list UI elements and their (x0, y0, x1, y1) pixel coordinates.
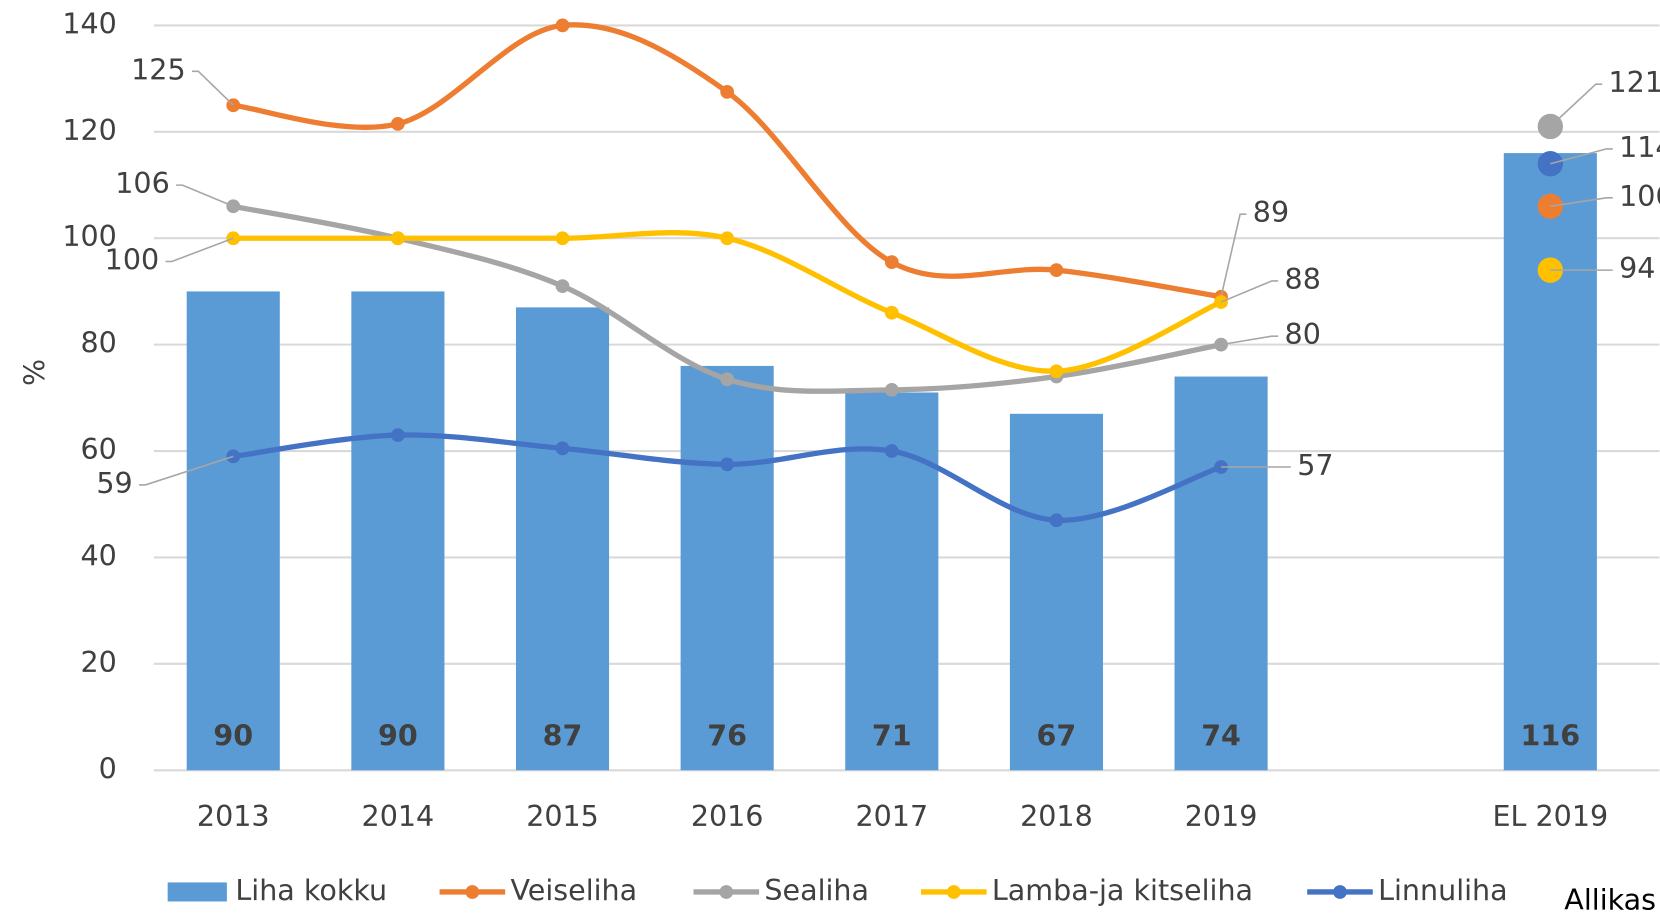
point (391, 116, 405, 131)
x-tick-label: EL 2019 (1492, 799, 1608, 833)
point (391, 428, 405, 442)
point (1049, 263, 1064, 278)
data-label: 100 (105, 242, 160, 276)
point (391, 231, 405, 246)
x-tick-label: 2014 (362, 799, 435, 833)
point (720, 457, 735, 472)
x-tick-label: 2017 (855, 799, 928, 833)
data-label: 114 (1619, 130, 1660, 164)
bar-value-label: 74 (1201, 718, 1241, 752)
leader-line (165, 237, 234, 263)
data-label: 106 (115, 166, 169, 200)
y-tick-label: 100 (62, 219, 116, 253)
data-label: 89 (1253, 195, 1289, 229)
y-tick-label: 60 (81, 432, 117, 466)
legend-label: Linnuliha (1378, 873, 1508, 907)
leader-line (1549, 83, 1603, 128)
bar (680, 365, 774, 771)
bar-value-label: 71 (872, 718, 912, 752)
point (720, 85, 735, 99)
data-label: 59 (96, 466, 132, 500)
bar (1503, 153, 1597, 771)
y-tick-label: 0 (99, 751, 117, 785)
point (884, 255, 899, 270)
point (720, 231, 735, 246)
point (555, 18, 570, 33)
leader-line (1220, 213, 1247, 297)
bar-value-label: 87 (543, 718, 583, 752)
leader-line (191, 70, 234, 106)
legend-marker (1333, 885, 1347, 899)
data-label: 121 (1609, 65, 1660, 99)
leader-line (1550, 148, 1613, 165)
data-label: 88 (1285, 262, 1321, 296)
x-tick-label: 2013 (197, 799, 270, 833)
legend-label: Lamba-ja kitseliha (992, 873, 1253, 907)
y-tick-label: 40 (81, 538, 117, 572)
point (555, 231, 570, 246)
x-tick-label: 2018 (1020, 799, 1093, 833)
legend-marker (465, 885, 480, 899)
bar-value-label: 90 (378, 718, 418, 752)
data-label: 106 (1619, 179, 1660, 213)
legend-label: Veiseliha (510, 873, 637, 907)
leader-line (139, 455, 234, 486)
x-tick-label: 2016 (691, 799, 764, 833)
data-label: 94 (1619, 251, 1655, 285)
bar-value-label: 67 (1037, 718, 1077, 752)
point (884, 444, 899, 458)
bar (351, 291, 445, 771)
bar-value-label: 116 (1521, 718, 1581, 752)
y-axis-label: % (17, 359, 51, 386)
point (555, 279, 570, 293)
data-label: 57 (1297, 448, 1333, 482)
leader-line (1220, 335, 1279, 346)
leader-line (1550, 197, 1613, 208)
y-tick-label: 20 (81, 645, 117, 679)
x-tick-label: 2015 (526, 799, 599, 833)
point (1049, 364, 1064, 379)
point (720, 372, 735, 387)
bar (1174, 376, 1268, 771)
bar-value-label: 76 (707, 718, 747, 752)
legend-label: Sealiha (764, 873, 869, 907)
point (555, 441, 570, 456)
point (884, 305, 899, 320)
point (1049, 513, 1064, 528)
legend-marker (719, 885, 734, 899)
legend-swatch (167, 882, 227, 902)
leader-line (176, 184, 234, 208)
source: Allikas (1564, 882, 1656, 911)
bar-value-label: 90 (213, 718, 253, 752)
y-tick-label: 80 (81, 326, 117, 360)
bar (186, 291, 280, 771)
leader-line (1220, 280, 1279, 303)
y-tick-label: 120 (62, 113, 116, 147)
data-label: 125 (131, 52, 186, 86)
legend-marker (946, 885, 961, 899)
point (884, 382, 899, 397)
bar (515, 307, 610, 771)
legend-label: Liha kokku (235, 873, 387, 907)
y-tick-label: 140 (62, 6, 116, 40)
data-label: 80 (1285, 317, 1321, 351)
bar (1009, 413, 1103, 771)
x-tick-label: 2019 (1185, 799, 1258, 833)
